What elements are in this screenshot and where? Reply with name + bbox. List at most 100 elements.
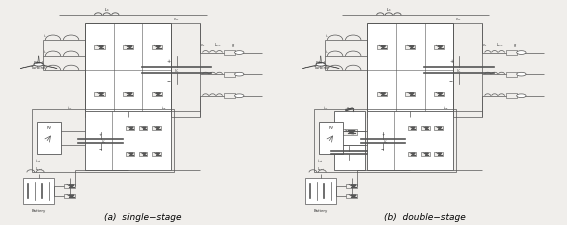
Circle shape: [517, 73, 526, 77]
Bar: [334, 112, 365, 171]
Bar: [421, 153, 430, 156]
Text: $-$: $-$: [380, 146, 386, 150]
Bar: [506, 51, 517, 56]
Text: (b)  double−stage: (b) double−stage: [384, 212, 466, 221]
Polygon shape: [69, 185, 74, 187]
Text: $v_s$: $v_s$: [200, 42, 205, 49]
Polygon shape: [411, 153, 415, 155]
Polygon shape: [425, 153, 429, 155]
Circle shape: [235, 73, 244, 77]
Polygon shape: [156, 128, 160, 129]
Bar: [408, 127, 416, 130]
Polygon shape: [411, 128, 415, 129]
Bar: [152, 127, 160, 130]
Bar: [224, 51, 235, 56]
Text: $R$: $R$: [513, 42, 518, 49]
Polygon shape: [409, 93, 414, 95]
Polygon shape: [156, 153, 160, 155]
Bar: [64, 194, 75, 198]
Text: $v_s$: $v_s$: [481, 42, 487, 49]
Text: PV: PV: [329, 125, 333, 129]
Polygon shape: [351, 195, 356, 197]
Text: Battery: Battery: [314, 208, 328, 212]
Text: (a)  single−stage: (a) single−stage: [104, 212, 181, 221]
Circle shape: [235, 52, 244, 55]
Text: $i_b$: $i_b$: [325, 48, 329, 56]
Text: $V_c$: $V_c$: [383, 137, 388, 145]
Text: +: +: [167, 59, 171, 64]
Text: +: +: [381, 132, 384, 136]
Polygon shape: [409, 47, 414, 48]
Text: $V_c$: $V_c$: [174, 67, 180, 75]
Bar: [319, 122, 343, 155]
Bar: [506, 72, 517, 77]
Polygon shape: [20, 66, 35, 69]
Bar: [152, 153, 160, 156]
Text: Wind
Turbine: Wind Turbine: [31, 61, 46, 69]
Bar: [434, 92, 444, 96]
Polygon shape: [99, 47, 103, 48]
Bar: [314, 110, 456, 173]
Bar: [376, 45, 387, 50]
Text: $i_{dc}$: $i_{dc}$: [67, 104, 73, 112]
Text: $L_{inv}$: $L_{inv}$: [496, 42, 503, 49]
Text: $i_a$: $i_a$: [43, 32, 47, 40]
Polygon shape: [129, 128, 133, 129]
Bar: [434, 153, 443, 156]
Bar: [95, 92, 105, 96]
Bar: [123, 92, 133, 96]
Polygon shape: [129, 153, 133, 155]
Bar: [151, 45, 162, 50]
Text: $V_c$: $V_c$: [101, 137, 106, 145]
Polygon shape: [142, 153, 146, 155]
Text: +: +: [99, 132, 103, 136]
Polygon shape: [351, 185, 356, 187]
Bar: [506, 94, 517, 99]
Bar: [434, 45, 444, 50]
Polygon shape: [69, 195, 74, 197]
Text: $i_{dc}$: $i_{dc}$: [323, 104, 329, 112]
Bar: [224, 94, 235, 99]
Circle shape: [235, 94, 244, 98]
Text: Battery: Battery: [32, 208, 46, 212]
Polygon shape: [128, 47, 132, 48]
Text: +: +: [449, 59, 453, 64]
Bar: [421, 127, 430, 130]
Circle shape: [34, 63, 43, 67]
Text: $-$: $-$: [448, 78, 454, 83]
Text: $L_s$: $L_s$: [386, 7, 392, 14]
Text: $L_{inv}$: $L_{inv}$: [214, 42, 222, 49]
Polygon shape: [128, 93, 132, 95]
Circle shape: [517, 52, 526, 55]
Bar: [139, 153, 147, 156]
Bar: [408, 153, 416, 156]
Polygon shape: [438, 128, 442, 129]
Bar: [86, 24, 171, 118]
Polygon shape: [438, 153, 442, 155]
Bar: [151, 92, 162, 96]
Text: $-$: $-$: [98, 146, 103, 150]
Bar: [23, 178, 54, 204]
Bar: [64, 184, 75, 188]
Bar: [123, 45, 133, 50]
Polygon shape: [438, 93, 443, 95]
Bar: [95, 45, 105, 50]
Text: $i_{inv}$: $i_{inv}$: [161, 104, 167, 112]
Bar: [139, 127, 147, 130]
Text: $i_{bat}$: $i_{bat}$: [318, 157, 324, 165]
Text: $v_{dc}$: $v_{dc}$: [173, 17, 180, 23]
Bar: [32, 110, 174, 173]
Text: $i_{inv}$: $i_{inv}$: [443, 104, 450, 112]
Text: $i_b$: $i_b$: [43, 48, 47, 56]
Polygon shape: [320, 57, 321, 63]
Polygon shape: [381, 93, 386, 95]
Polygon shape: [348, 131, 355, 134]
Polygon shape: [156, 47, 160, 48]
Polygon shape: [156, 93, 160, 95]
Bar: [126, 153, 134, 156]
Bar: [305, 178, 336, 204]
Bar: [341, 129, 357, 136]
Bar: [367, 24, 453, 118]
Bar: [367, 112, 453, 171]
Bar: [37, 122, 61, 155]
